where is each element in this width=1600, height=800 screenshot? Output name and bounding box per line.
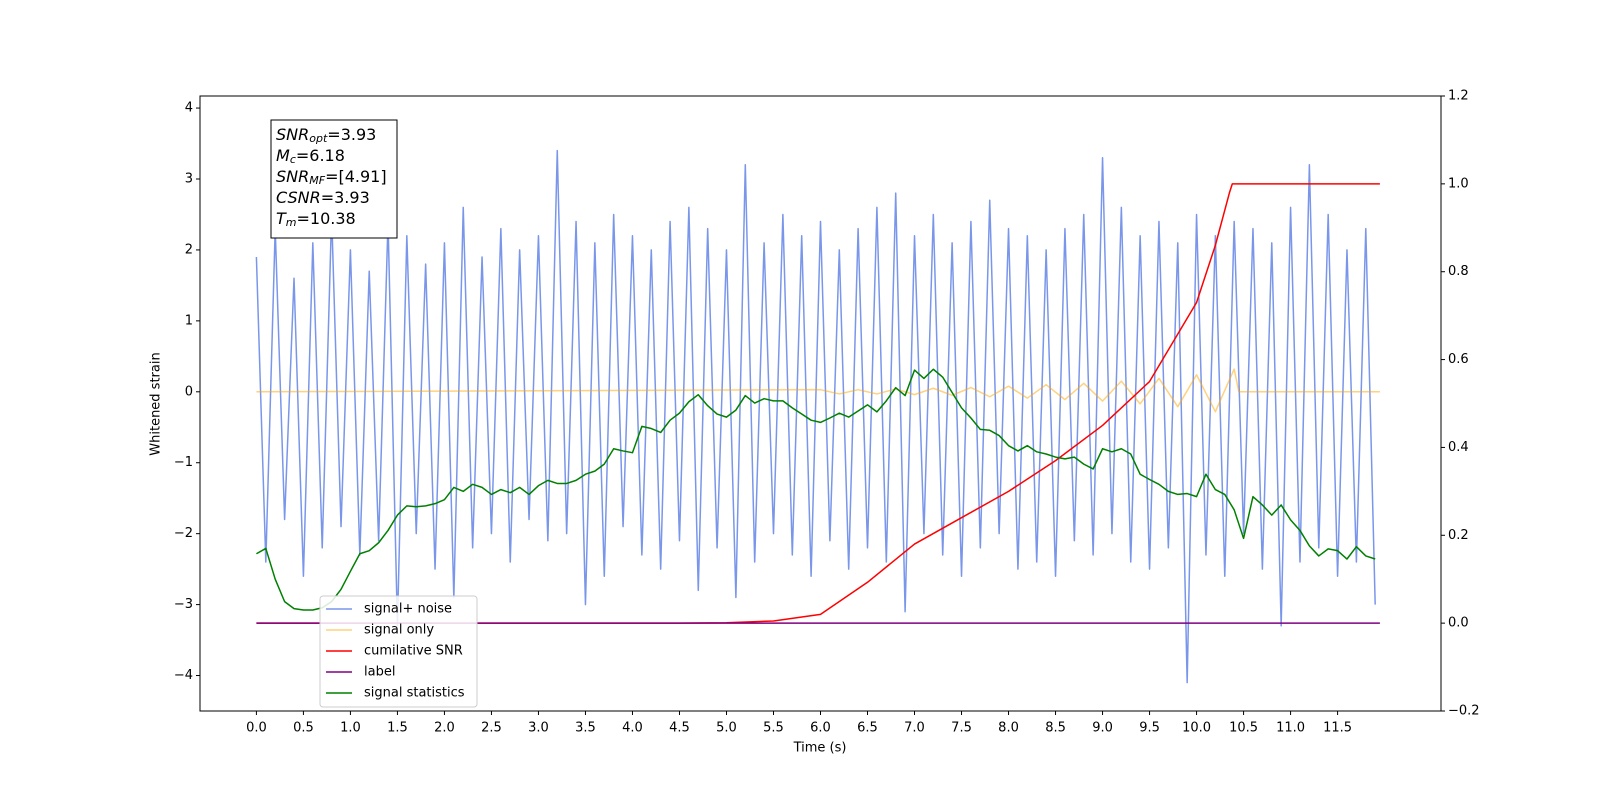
x-tick-label: 3.0	[528, 721, 549, 736]
y-tick-label: 4	[185, 101, 193, 116]
annotation-symbol: SNR	[276, 167, 309, 186]
x-tick-label: 6.0	[810, 721, 831, 736]
annotation-subscript: opt	[309, 132, 328, 145]
y2-tick-label: 0.6	[1448, 352, 1469, 367]
annotation-text: =[4.91]	[325, 167, 387, 186]
x-tick-label: 7.5	[951, 721, 972, 736]
x-tick-label: 10.5	[1229, 721, 1258, 736]
x-tick-label: 1.0	[340, 721, 361, 736]
x-tick-label: 5.0	[716, 721, 737, 736]
annotation-text: =10.38	[297, 209, 356, 228]
x-tick-label: 4.5	[669, 721, 690, 736]
annotation-symbol: M	[276, 146, 290, 165]
annotation-symbol: CSNR	[276, 188, 321, 207]
series-line	[255, 149, 1376, 684]
y-tick-label: −3	[174, 597, 193, 612]
y-tick-label: −4	[174, 668, 193, 683]
annotation-text: =6.18	[296, 146, 345, 165]
annotation-line: SNRMF=[4.91]	[276, 167, 387, 188]
series-line	[256, 368, 1380, 413]
annotation-symbol: T	[276, 209, 287, 228]
legend-label: label	[364, 665, 395, 680]
legend-label: signal+ noise	[364, 602, 452, 617]
annotation-subscript: m	[286, 216, 297, 229]
y-tick-label: 3	[185, 171, 193, 186]
x-tick-label: 3.5	[575, 721, 596, 736]
y2-tick-label: 1.2	[1448, 89, 1469, 104]
x-tick-label: 9.5	[1139, 721, 1160, 736]
legend-label: signal statistics	[364, 686, 465, 701]
annotation-line: Tm=10.38	[276, 209, 356, 230]
annotation-line: SNRopt=3.93	[276, 125, 376, 146]
y-tick-label: 0	[185, 384, 193, 399]
annotation-line: Mc=6.18	[276, 146, 345, 167]
annotation-frame	[270, 119, 398, 239]
x-tick-label: 5.5	[763, 721, 784, 736]
x-tick-label: 4.0	[622, 721, 643, 736]
x-tick-label: 0.0	[246, 721, 267, 736]
legend: signal+ noise signal only cumilative SNR la…	[319, 595, 478, 708]
x-tick-label: 2.0	[434, 721, 455, 736]
legend-label: cumilative SNR	[364, 644, 463, 659]
series-line	[256, 183, 1380, 624]
series-line	[256, 368, 1376, 611]
y-tick-label: 2	[185, 242, 193, 257]
x-tick-label: 11.0	[1276, 721, 1305, 736]
annotation-symbol: SNR	[276, 125, 309, 144]
x-tick-label: 8.5	[1045, 721, 1066, 736]
annotation-box: SNRopt=3.93Mc=6.18SNRMF=[4.91]CSNR=3.93T…	[270, 119, 398, 239]
annotation-text: =3.93	[321, 188, 370, 207]
x-tick-label: 10.0	[1182, 721, 1211, 736]
x-tick-label: 9.0	[1092, 721, 1113, 736]
annotation-subscript: MF	[309, 174, 325, 187]
x-tick-label: 0.5	[293, 721, 314, 736]
x-tick-label: 6.5	[857, 721, 878, 736]
x-tick-label: 8.0	[998, 721, 1019, 736]
y-tick-label: 1	[185, 313, 193, 328]
y2-tick-label: 0.2	[1448, 528, 1469, 543]
y-tick-label: −2	[174, 526, 193, 541]
y2-tick-label: 1.0	[1448, 176, 1469, 191]
y2-tick-label: −0.2	[1448, 704, 1480, 719]
x-axis-label: Time (s)	[793, 741, 847, 756]
y-axis-label: Whitened strain	[149, 352, 164, 455]
annotation-text: =3.93	[327, 125, 376, 144]
annotation-subscript: c	[290, 153, 296, 166]
x-tick-label: 2.5	[481, 721, 502, 736]
y2-tick-label: 0.4	[1448, 440, 1469, 455]
legend-frame	[319, 595, 478, 708]
y2-tick-label: 0.0	[1448, 616, 1469, 631]
annotation-line: CSNR=3.93	[276, 188, 370, 207]
x-tick-label: 7.0	[904, 721, 925, 736]
y-tick-label: −1	[174, 455, 193, 470]
legend-label: signal only	[364, 623, 434, 638]
y2-tick-label: 0.8	[1448, 264, 1469, 279]
x-tick-label: 11.5	[1323, 721, 1352, 736]
x-tick-label: 1.5	[387, 721, 408, 736]
